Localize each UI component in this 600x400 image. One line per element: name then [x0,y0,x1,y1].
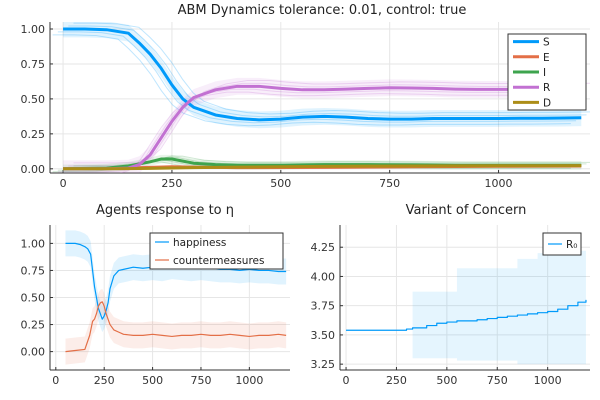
y-tick-label: 0.50 [21,292,46,305]
x-tick-label: 250 [94,374,115,387]
x-tick-label: 0 [343,374,350,387]
x-tick-label: 750 [379,177,400,190]
legend-label: D [543,97,551,109]
series-line-3 [63,84,582,171]
legend-label: S [543,37,550,49]
x-tick-label: 750 [487,374,508,387]
y-tick-label: 0.50 [21,93,46,106]
x-tick-label: 1000 [534,374,562,387]
legend-label: R [543,82,550,94]
legend-box [149,232,284,270]
plot-area [346,250,587,365]
variant-of-concern-panel: Variant of Concern 0 250 500 750 1000 3.25 3.5… [311,203,590,387]
plot-area [65,230,287,365]
series-line-0 [346,299,587,331]
y-tick-label: 4.25 [311,241,336,254]
realization-trace [73,22,590,115]
realization-trace [57,31,577,124]
realization-trace [68,82,587,167]
ribbon-band [65,288,287,365]
agents-response-title: Agents response to η [96,203,234,218]
x-tick-label: 750 [190,374,211,387]
x-tick-label: 500 [436,374,457,387]
y-tick-label: 0.75 [21,58,46,71]
x-tick-label: 250 [161,177,182,190]
series-line-0 [65,242,287,320]
legend: happiness countermeasures [149,232,284,270]
x-tick-label: 1000 [485,177,513,190]
x-tick-label: 500 [142,374,163,387]
x-tick-label: 0 [60,177,67,190]
y-tick-label: 0.75 [21,264,46,277]
realization-trace [52,34,571,127]
y-tick-label: 0.25 [21,319,46,332]
legend-label: countermeasures [173,255,264,267]
realization-trace [57,88,577,173]
legend-label: I [543,67,546,79]
y-tick-label: 4.00 [311,270,336,283]
variant-of-concern-title: Variant of Concern [406,203,527,218]
x-tick-label: 0 [52,374,59,387]
legend-label: E [543,52,550,64]
abm-dynamics-title: ABM Dynamics tolerance: 0.01, control: t… [178,3,467,18]
realization-trace [119,91,571,173]
ribbon-band [63,77,582,173]
x-tick-label: 500 [270,177,291,190]
y-tick-label: 3.75 [311,300,336,313]
y-tick-label: 0.25 [21,128,46,141]
series-line-4 [63,164,582,171]
agents-response-panel: Agents response to η 0 250 500 750 1000 0.00 0… [21,203,290,387]
ribbon-band [63,22,582,129]
legend-label: R₀ [566,239,578,251]
legend-label: happiness [173,237,226,249]
x-tick-label: 250 [386,374,407,387]
realization-trace [73,79,590,164]
series-line-0 [63,27,582,122]
y-tick-label: 1.00 [21,23,46,36]
y-tick-label: 0.00 [21,163,46,176]
y-tick-label: 3.25 [311,358,336,371]
x-tick-label: 1000 [235,374,263,387]
ribbon-band [65,230,287,333]
realization-trace [68,25,587,118]
y-tick-label: 3.50 [311,329,336,342]
series-line-1 [65,301,287,353]
y-tick-label: 1.00 [21,237,46,250]
plot-area [52,22,590,173]
y-tick-label: 0.00 [21,346,46,359]
legend: R₀ [542,232,582,256]
ribbon-band [346,250,586,365]
abm-dynamics-panel: ABM Dynamics tolerance: 0.01, control: t… [21,3,590,190]
